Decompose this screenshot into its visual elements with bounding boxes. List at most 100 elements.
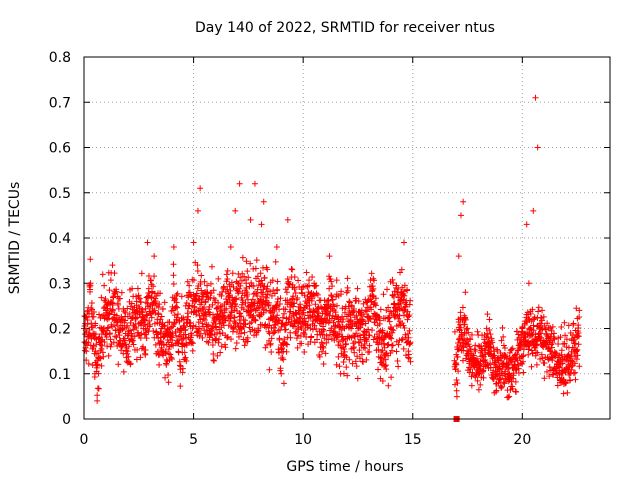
data-point (453, 393, 460, 400)
data-point (498, 383, 505, 390)
data-point (385, 382, 392, 389)
data-point (333, 277, 340, 284)
data-point (207, 280, 214, 287)
data-point (157, 290, 164, 297)
data-point (163, 361, 170, 368)
data-point (302, 318, 309, 325)
data-point (380, 358, 387, 365)
data-point (346, 298, 353, 305)
data-point (295, 277, 302, 284)
data-point (205, 322, 212, 329)
data-point (322, 350, 329, 357)
data-point (457, 212, 464, 219)
y-axis-label: SRMTID / TECUs (7, 182, 23, 295)
data-point (185, 313, 192, 320)
data-point (227, 244, 234, 251)
data-point (515, 361, 522, 368)
data-point (82, 313, 89, 320)
data-point (238, 313, 245, 320)
data-point (350, 305, 357, 312)
data-point (109, 262, 116, 269)
data-point (281, 310, 288, 317)
data-point (202, 299, 209, 306)
data-point (407, 339, 414, 346)
data-point (533, 361, 540, 368)
data-point (343, 340, 350, 347)
data-point (301, 330, 308, 337)
data-point (470, 352, 477, 359)
data-point (387, 334, 394, 341)
data-point (335, 338, 342, 345)
data-point (173, 314, 180, 321)
data-point (283, 340, 290, 347)
data-point (479, 357, 486, 364)
data-point (503, 355, 510, 362)
data-point (105, 352, 112, 359)
data-point (316, 353, 323, 360)
data-point (573, 356, 580, 363)
data-point (575, 341, 582, 348)
data-point (463, 326, 470, 333)
data-point (388, 335, 395, 342)
data-point (198, 272, 205, 279)
data-point (304, 293, 311, 300)
data-point (382, 363, 389, 370)
data-point (223, 305, 230, 312)
x-tick-label: 15 (404, 432, 422, 448)
data-point (254, 273, 261, 280)
data-point (486, 344, 493, 351)
data-point (294, 344, 301, 351)
data-point (138, 330, 145, 337)
data-point (282, 326, 289, 333)
data-point (333, 293, 340, 300)
data-point (457, 309, 464, 316)
data-point (259, 289, 266, 296)
data-point (267, 307, 274, 314)
data-point (398, 266, 405, 273)
data-point (489, 339, 496, 346)
data-point (406, 327, 413, 334)
data-point (99, 271, 106, 278)
x-tick-label: 20 (513, 432, 531, 448)
data-point (366, 342, 373, 349)
data-point (573, 347, 580, 354)
data-point (464, 325, 471, 332)
data-point (404, 287, 411, 294)
data-point (405, 313, 412, 320)
data-point (487, 360, 494, 367)
data-point (111, 270, 118, 277)
data-point (328, 292, 335, 299)
data-point (267, 340, 274, 347)
data-point (94, 392, 101, 399)
data-point (477, 381, 484, 388)
data-point (529, 306, 536, 313)
data-point (520, 358, 527, 365)
data-point (539, 355, 546, 362)
data-point (280, 356, 287, 363)
data-point (353, 330, 360, 337)
data-point (156, 301, 163, 308)
data-point (190, 277, 197, 284)
data-point (92, 331, 99, 338)
data-point (530, 207, 537, 214)
data-point (179, 336, 186, 343)
data-point (379, 337, 386, 344)
data-point (453, 361, 460, 368)
data-point (107, 277, 114, 284)
data-point (276, 300, 283, 307)
data-point (312, 301, 319, 308)
data-point (333, 334, 340, 341)
data-point (574, 346, 581, 353)
data-point (183, 340, 190, 347)
data-point (201, 317, 208, 324)
data-point (214, 329, 221, 336)
data-point (528, 347, 535, 354)
data-point (232, 345, 239, 352)
data-point (572, 369, 579, 376)
data-point (235, 333, 242, 340)
data-point (269, 277, 276, 284)
data-point (527, 310, 534, 317)
data-point (283, 289, 290, 296)
data-point (512, 388, 519, 395)
data-point (534, 323, 541, 330)
